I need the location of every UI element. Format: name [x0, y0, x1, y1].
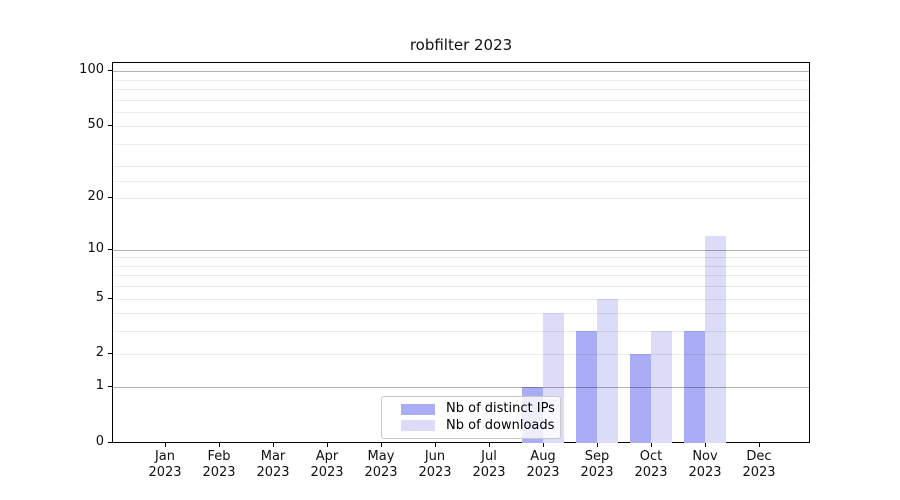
x-axis-tick-label: Dec 2023 — [742, 449, 776, 480]
y-axis-tick — [108, 248, 112, 250]
x-axis-tick-label: Sep 2023 — [580, 449, 614, 480]
major-gridline — [113, 249, 809, 251]
legend-label-downloads: Nb of downloads — [446, 417, 555, 433]
minor-gridline — [113, 79, 809, 81]
y-axis-tick-label: 5 — [95, 289, 104, 305]
bar-downloads — [705, 236, 726, 443]
y-axis-tick — [108, 70, 112, 72]
x-axis-tick-label: Apr 2023 — [310, 449, 344, 480]
minor-gridline — [113, 180, 809, 182]
x-axis-tick-label: May 2023 — [364, 449, 398, 480]
y-axis-tick-label: 2 — [95, 345, 104, 361]
minor-gridline — [113, 298, 809, 300]
legend-swatch-distinct-ips — [401, 403, 435, 415]
minor-gridline — [113, 257, 809, 259]
y-axis-tick-label: 20 — [87, 188, 104, 204]
minor-gridline — [113, 313, 809, 315]
x-axis-tick — [489, 443, 490, 447]
minor-gridline — [113, 286, 809, 288]
x-axis-tick — [597, 443, 598, 447]
x-axis-tick-label: Feb 2023 — [202, 449, 236, 480]
x-axis-tick — [435, 443, 436, 447]
x-axis-tick-label: Nov 2023 — [688, 449, 722, 480]
x-axis-tick — [705, 443, 706, 447]
legend-swatch-downloads — [401, 420, 435, 432]
x-axis-tick — [327, 443, 328, 447]
minor-gridline — [113, 89, 809, 91]
minor-gridline — [113, 331, 809, 333]
minor-gridline — [113, 111, 809, 113]
y-axis-tick-label: 1 — [95, 378, 104, 393]
bar-distinct-ips — [630, 354, 651, 443]
x-axis-tick-label: Jun 2023 — [418, 449, 452, 480]
minor-gridline — [113, 143, 809, 145]
legend-label-distinct-ips: Nb of distinct IPs — [446, 401, 555, 417]
minor-gridline — [113, 166, 809, 168]
x-axis-tick-label: Oct 2023 — [634, 449, 668, 480]
y-axis-tick-label: 100 — [79, 62, 104, 78]
plot-area — [112, 62, 810, 443]
minor-gridline — [113, 354, 809, 356]
minor-gridline — [113, 126, 809, 128]
legend: Nb of distinct IPs Nb of downloads — [381, 396, 561, 439]
x-axis-tick — [759, 443, 760, 447]
y-axis-tick-label: 50 — [87, 117, 104, 133]
legend-item-downloads: Nb of downloads — [401, 417, 555, 434]
minor-gridline — [113, 99, 809, 101]
x-axis-tick-label: Aug 2023 — [526, 449, 560, 480]
x-axis-tick — [381, 443, 382, 447]
x-axis-tick-label: Jan 2023 — [148, 449, 182, 480]
y-axis-tick — [108, 441, 112, 443]
bar-downloads — [597, 298, 618, 443]
x-axis-tick-label: Jul 2023 — [472, 449, 506, 480]
chart-title: robfilter 2023 — [409, 36, 513, 54]
x-axis-tick — [651, 443, 652, 447]
x-axis-tick-label: Mar 2023 — [256, 449, 290, 480]
y-axis-tick — [108, 386, 112, 387]
y-axis-tick — [108, 297, 112, 299]
minor-gridline — [113, 265, 809, 267]
bar-distinct-ips — [576, 331, 597, 443]
minor-gridline — [113, 275, 809, 277]
bar-downloads — [651, 331, 672, 443]
x-axis-tick — [543, 443, 544, 447]
x-axis-tick — [219, 443, 220, 447]
x-axis-tick — [273, 443, 274, 447]
y-axis-tick — [108, 196, 112, 198]
major-gridline — [113, 71, 809, 73]
bar-distinct-ips — [684, 331, 705, 443]
y-axis-tick-label: 10 — [87, 240, 104, 256]
y-axis-tick-label: 0 — [95, 433, 104, 449]
y-axis-tick — [108, 125, 112, 127]
major-gridline — [113, 387, 809, 388]
minor-gridline — [113, 197, 809, 199]
y-axis-tick — [108, 353, 112, 355]
legend-item-distinct-ips: Nb of distinct IPs — [401, 401, 555, 417]
x-axis-tick — [165, 443, 166, 447]
